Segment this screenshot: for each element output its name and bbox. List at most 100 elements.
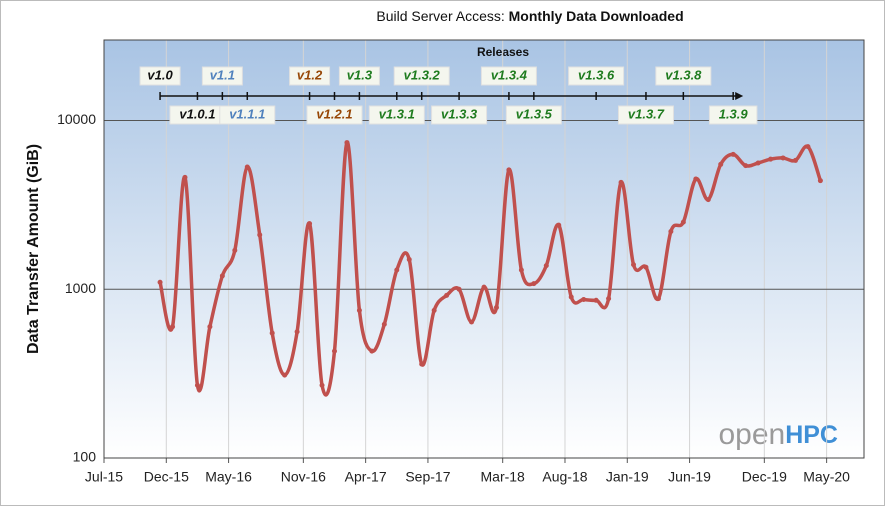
data-point xyxy=(157,279,163,285)
release-label: v1.3.6 xyxy=(578,67,615,82)
data-point xyxy=(705,197,711,203)
data-point xyxy=(406,257,412,263)
data-point xyxy=(419,361,425,367)
data-point xyxy=(307,221,313,227)
plot-border xyxy=(103,39,865,459)
data-point xyxy=(170,324,176,330)
release-label-box xyxy=(289,66,331,86)
data-point xyxy=(456,286,462,292)
data-point xyxy=(581,296,587,302)
x-tick-label: Mar-18 xyxy=(481,469,526,485)
data-point xyxy=(219,273,225,279)
release-label-box xyxy=(708,105,758,125)
x-tick-label: Nov-16 xyxy=(281,469,326,485)
data-point xyxy=(506,167,512,173)
y-axis-label: Data Transfer Amount (GiB) xyxy=(25,144,42,354)
data-point xyxy=(331,348,337,354)
release-label: v1.3.2 xyxy=(404,67,441,82)
plot-layer: Jul-15 Dec-15 May-16 Nov-16 Apr-17 Sep-17 Mar-… xyxy=(57,39,865,485)
release-label: v1.0 xyxy=(147,67,173,82)
x-tick-label: Apr-17 xyxy=(345,469,387,485)
release-label-box xyxy=(201,66,243,86)
x-tick-label: Jun-19 xyxy=(668,469,711,485)
x-tick-label: Dec-19 xyxy=(742,469,787,485)
release-label-box xyxy=(568,66,625,86)
data-point xyxy=(381,321,387,327)
data-point xyxy=(232,247,238,253)
data-point xyxy=(344,140,350,146)
data-point xyxy=(805,144,811,150)
release-label: v1.3.8 xyxy=(665,67,702,82)
data-point xyxy=(469,319,475,325)
data-point xyxy=(282,372,288,378)
x-tick-label: Aug-18 xyxy=(542,469,587,485)
release-label-box xyxy=(617,105,674,125)
data-point xyxy=(730,151,736,157)
release-label-box xyxy=(655,66,712,86)
release-label-box xyxy=(139,66,181,86)
data-point xyxy=(768,156,774,162)
data-point xyxy=(182,174,188,180)
data-point xyxy=(356,307,362,313)
release-label-box xyxy=(368,105,425,125)
x-tick-label: May-20 xyxy=(803,469,850,485)
data-point xyxy=(319,382,325,388)
release-label: v1.2 xyxy=(297,67,323,82)
data-point xyxy=(244,164,250,170)
release-label: v1.3.3 xyxy=(441,106,478,121)
release-label-box xyxy=(480,66,537,86)
data-point xyxy=(655,296,661,302)
release-label-box xyxy=(505,105,562,125)
release-label: v1.1.1 xyxy=(229,106,265,121)
data-point xyxy=(531,281,537,287)
release-label: v1.3.5 xyxy=(516,106,553,121)
release-label-box xyxy=(306,105,363,125)
data-point xyxy=(493,304,499,310)
x-tick-label: Dec-15 xyxy=(144,469,189,485)
data-point xyxy=(718,161,724,167)
data-point xyxy=(631,262,637,268)
plot-area xyxy=(104,40,864,458)
data-point xyxy=(556,222,562,228)
data-point xyxy=(543,263,549,269)
data-point xyxy=(431,307,437,313)
x-tick-label: May-16 xyxy=(205,469,252,485)
data-point xyxy=(755,160,761,166)
data-point xyxy=(207,324,213,330)
release-label: v1.2.1 xyxy=(316,106,352,121)
data-point xyxy=(618,179,624,185)
release-label: 1.3.9 xyxy=(719,106,749,121)
release-arrow xyxy=(735,92,744,100)
y-tick-label: 100 xyxy=(73,449,97,465)
release-label-box xyxy=(219,105,276,125)
data-point xyxy=(294,329,300,335)
release-label-box xyxy=(431,105,488,125)
data-point xyxy=(568,294,574,300)
data-point xyxy=(780,155,786,161)
release-label: v1.3.1 xyxy=(379,106,415,121)
data-point xyxy=(817,178,823,184)
data-point xyxy=(369,348,375,354)
release-label: v1.3.7 xyxy=(628,106,665,121)
data-point xyxy=(680,219,686,225)
release-label: v1.3.4 xyxy=(491,67,528,82)
x-tick-label: Jul-15 xyxy=(85,469,123,485)
x-tick-label: Jan-19 xyxy=(606,469,649,485)
data-point xyxy=(593,297,599,303)
data-point xyxy=(693,176,699,182)
release-label-box xyxy=(338,66,380,86)
data-point xyxy=(606,296,612,302)
release-label-box xyxy=(393,66,450,86)
logo: openHPC xyxy=(718,418,838,451)
release-label: v1.0.1 xyxy=(179,106,215,121)
data-point xyxy=(743,163,749,169)
data-point xyxy=(444,292,450,298)
data-point xyxy=(668,228,674,234)
data-point xyxy=(643,264,649,270)
y-tick-label: 1000 xyxy=(65,280,96,296)
y-tick-label: 10000 xyxy=(57,111,96,127)
data-point xyxy=(394,267,400,273)
release-label: v1.3 xyxy=(347,67,373,82)
data-point xyxy=(194,382,200,388)
